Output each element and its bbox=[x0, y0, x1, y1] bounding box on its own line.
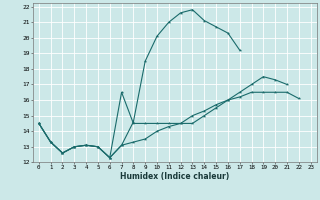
X-axis label: Humidex (Indice chaleur): Humidex (Indice chaleur) bbox=[120, 172, 229, 181]
